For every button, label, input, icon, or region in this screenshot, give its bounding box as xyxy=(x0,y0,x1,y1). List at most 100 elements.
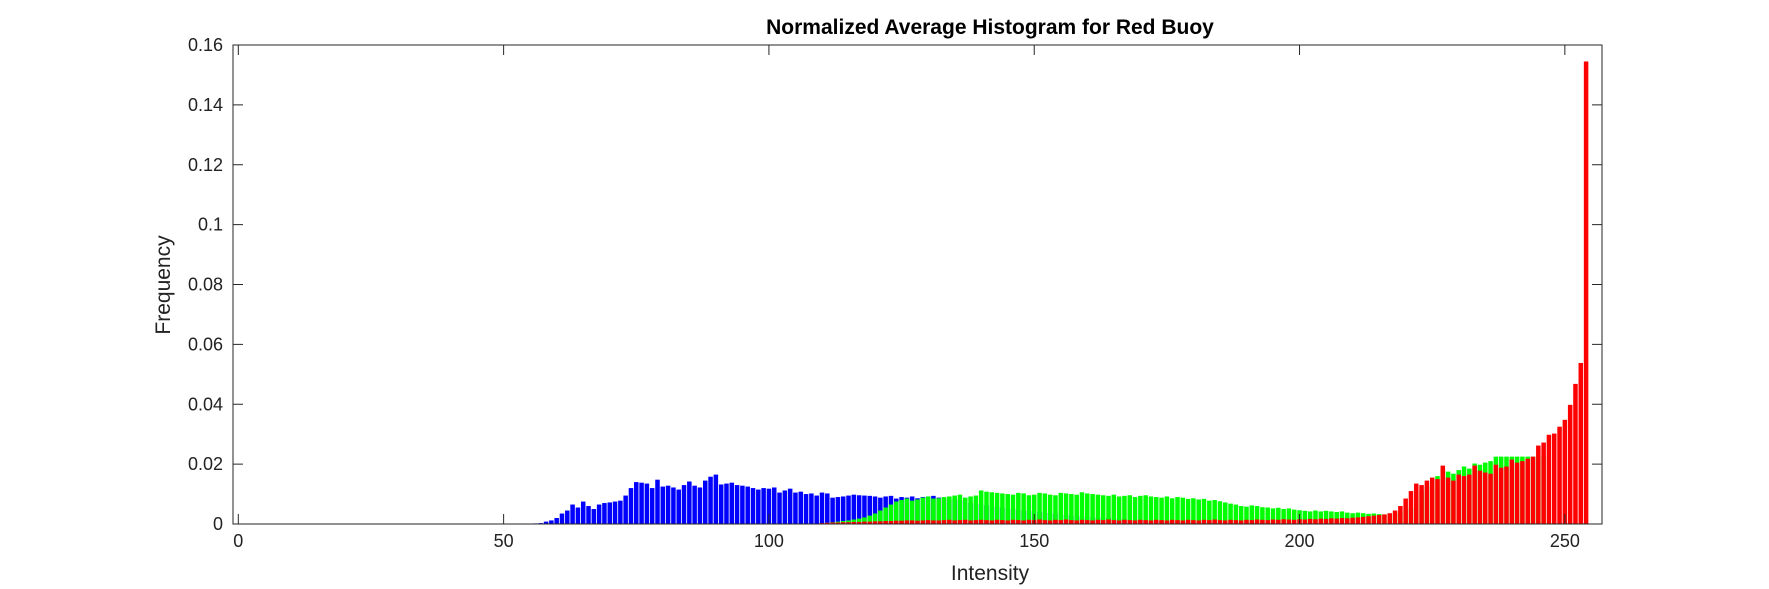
bar xyxy=(856,518,862,524)
bar xyxy=(766,488,772,524)
bar xyxy=(1488,473,1493,524)
bar xyxy=(612,501,618,524)
bar xyxy=(660,486,666,524)
bar xyxy=(771,487,777,524)
bar xyxy=(1016,520,1021,524)
bar xyxy=(1191,520,1196,524)
x-tick-label: 200 xyxy=(1285,531,1315,551)
bar xyxy=(1154,497,1159,524)
bar xyxy=(899,500,904,524)
bar xyxy=(1318,518,1324,524)
bar xyxy=(1260,507,1265,524)
bar xyxy=(894,520,899,524)
bar xyxy=(1037,519,1042,524)
bar xyxy=(968,496,973,524)
bar xyxy=(703,480,708,524)
bar xyxy=(1138,519,1143,524)
bar xyxy=(1079,519,1085,524)
y-tick-label: 0 xyxy=(213,514,223,534)
bar xyxy=(899,520,904,524)
bar xyxy=(1031,494,1037,524)
bar xyxy=(1047,494,1053,524)
bar xyxy=(671,487,676,524)
bar xyxy=(957,520,963,524)
bar xyxy=(1382,514,1387,524)
bar xyxy=(1467,474,1472,524)
bar xyxy=(947,496,952,524)
bar xyxy=(840,522,846,524)
bar xyxy=(1313,510,1318,524)
bar xyxy=(957,494,963,524)
bar xyxy=(1079,492,1085,524)
bar xyxy=(936,520,941,524)
bar xyxy=(973,520,979,524)
bar xyxy=(1355,517,1361,524)
bar xyxy=(591,509,597,524)
bar xyxy=(1238,506,1244,524)
bar xyxy=(968,520,973,524)
bar xyxy=(1127,520,1132,524)
bar xyxy=(1201,498,1207,524)
bar xyxy=(1567,404,1573,524)
bar xyxy=(1339,511,1345,524)
bar xyxy=(867,521,872,524)
bar xyxy=(1334,512,1339,524)
bar xyxy=(623,495,628,524)
bar xyxy=(872,513,878,524)
bar xyxy=(655,479,660,524)
bar xyxy=(1249,505,1255,524)
bar xyxy=(856,495,862,524)
bar xyxy=(596,504,602,524)
bar xyxy=(1223,520,1228,524)
bar xyxy=(1281,519,1286,524)
bar xyxy=(1291,509,1297,524)
bar xyxy=(713,474,719,524)
bar xyxy=(1445,477,1451,524)
bar xyxy=(1530,456,1536,524)
bar xyxy=(856,521,862,524)
y-tick-label: 0.16 xyxy=(188,35,223,55)
bar xyxy=(909,520,915,524)
bar xyxy=(1307,511,1313,524)
bar xyxy=(920,497,926,524)
bar xyxy=(607,502,612,524)
bar xyxy=(1100,520,1106,524)
bar xyxy=(1132,497,1138,524)
bar xyxy=(1228,503,1233,524)
bar xyxy=(846,495,851,524)
bar xyxy=(1000,493,1005,524)
bar xyxy=(1408,491,1414,524)
bar xyxy=(1085,520,1090,524)
x-tick-label: 150 xyxy=(1019,531,1049,551)
bar xyxy=(644,483,650,524)
bar xyxy=(1440,465,1446,524)
bar xyxy=(888,504,894,524)
bar xyxy=(1185,519,1191,524)
bar xyxy=(1387,513,1393,524)
bar xyxy=(687,481,692,524)
bar xyxy=(1233,520,1239,524)
bar xyxy=(952,520,957,524)
bar xyxy=(1451,480,1456,524)
bar xyxy=(883,507,888,524)
bar xyxy=(782,490,788,524)
bar xyxy=(1143,520,1148,524)
bar xyxy=(830,522,835,524)
bar xyxy=(1005,494,1010,524)
bar xyxy=(681,485,687,524)
bar xyxy=(1360,516,1366,524)
bar xyxy=(984,520,989,524)
bar xyxy=(1286,519,1292,524)
bar xyxy=(1201,519,1207,524)
bar xyxy=(1159,520,1164,524)
y-tick-label: 0.12 xyxy=(188,155,223,175)
bar xyxy=(909,500,915,524)
bar xyxy=(586,506,591,524)
bar xyxy=(1148,520,1154,524)
x-tick-label: 100 xyxy=(754,531,784,551)
bar xyxy=(1276,507,1281,524)
bar xyxy=(904,498,910,524)
bar xyxy=(1058,520,1064,524)
bar xyxy=(920,520,926,524)
bar xyxy=(1212,500,1217,524)
